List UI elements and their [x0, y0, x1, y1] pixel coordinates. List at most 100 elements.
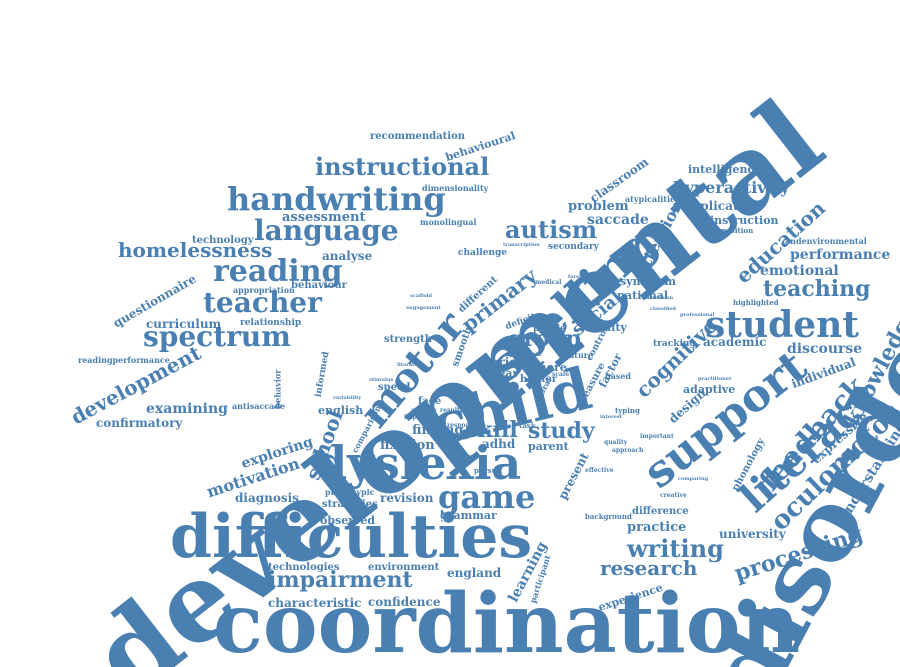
word-variability: variability — [333, 395, 362, 401]
word-interest: interest — [600, 414, 622, 420]
word-speed: speed — [378, 382, 411, 393]
word-parent: parent — [528, 440, 569, 453]
word-result: result — [440, 407, 460, 414]
word-study: study — [528, 418, 595, 444]
word-coordination: coordination — [213, 576, 801, 667]
word-future: future — [565, 350, 594, 360]
word-readingperformance: readingperformance — [78, 355, 170, 365]
word-face: face — [418, 396, 442, 407]
word-task: task — [519, 421, 536, 430]
word-homelessness: homelessness — [118, 238, 273, 262]
word-based: based — [605, 371, 631, 381]
word-emotional: emotional — [760, 263, 839, 279]
word-implication: implication — [683, 199, 760, 213]
word-reading: reading — [213, 254, 343, 289]
word-research: research — [600, 556, 698, 580]
word-important: important — [640, 433, 674, 440]
word-comparing: comparing — [678, 476, 709, 482]
word-typing: typing — [615, 406, 640, 415]
word-strength: strength — [384, 334, 433, 345]
word-adaptive: adaptive — [683, 383, 736, 396]
word-teaching: teaching — [763, 276, 871, 302]
word-peer: peer — [527, 351, 542, 358]
word-classified: classified — [650, 306, 677, 312]
word-atypicalities: atypicalities — [625, 194, 680, 204]
word-transcription: transcription — [503, 242, 540, 248]
word-behavior: behavior — [272, 369, 283, 409]
word-stimulus: stimulus — [369, 377, 394, 383]
word-spectrum: spectrum — [143, 320, 291, 353]
word-monolingual: monolingual — [420, 217, 477, 227]
word-confirmatory: confirmatory — [96, 416, 183, 430]
word-instruction: instruction — [710, 214, 779, 227]
word-ability: ability — [588, 321, 627, 334]
word-andenvironmental: andenvironmental — [785, 236, 867, 246]
word-engagement: engagement — [406, 305, 441, 311]
word-environment: environment — [368, 562, 440, 573]
word-confidence: confidence — [368, 595, 441, 609]
word-composition: composition — [705, 226, 754, 235]
word-writing: writing — [627, 534, 724, 563]
word-relationship: relationship — [240, 318, 302, 328]
word-recommendation: recommendation — [370, 131, 466, 142]
word-autism: autism — [505, 215, 598, 244]
word-group: group — [508, 326, 582, 352]
word-dimensionality: dimensionality — [422, 183, 489, 193]
word-effective: effective — [585, 467, 614, 474]
word-problem: problem — [568, 199, 629, 214]
word-higher: higher — [520, 374, 557, 385]
word-diagnosis: diagnosis — [235, 491, 299, 505]
word-more: more — [535, 361, 567, 374]
word-activities: activities — [411, 407, 437, 413]
word-handwriting: handwriting — [227, 180, 446, 218]
word-informed: informed — [313, 350, 332, 398]
word-revision: revision — [380, 491, 434, 505]
word-difficulties: difficulties — [170, 502, 533, 572]
word-finding: finding — [412, 423, 464, 438]
word-literature: literature — [397, 362, 424, 368]
word-appropriation: appropriation — [233, 285, 295, 295]
word-analyse: analyse — [322, 249, 373, 263]
word-technologies: technologies — [268, 562, 340, 573]
word-saccade: saccade — [587, 212, 649, 228]
word-academic: academic — [703, 335, 767, 349]
word-secondary: secondary — [548, 242, 599, 252]
word-england: england — [447, 566, 502, 580]
word-teacher: teacher — [203, 286, 322, 319]
word-university: university — [719, 527, 786, 541]
word-antisaccade: antisaccade — [232, 401, 286, 411]
word-instructional: instructional — [315, 152, 490, 181]
word-scale: scale — [552, 371, 570, 378]
word-foreign: foreign — [568, 274, 589, 280]
word-observed: observed — [320, 514, 376, 527]
word-national: national — [617, 289, 669, 302]
word-adhd: adhd — [482, 437, 516, 451]
word-strategies: strategies — [322, 499, 378, 510]
word-tracking: tracking — [653, 339, 696, 349]
word-quality: quality — [604, 439, 628, 446]
word-performance: performance — [790, 247, 891, 263]
word-background: background — [585, 512, 632, 521]
word-language: language — [254, 214, 399, 247]
word-fixation: fixation — [380, 438, 435, 453]
word-symptom: symptom — [620, 275, 676, 288]
word-examining: examining — [146, 401, 228, 417]
word-game: game — [438, 478, 536, 516]
word-scaffold: scaffold — [410, 293, 432, 299]
word-profile: profile — [533, 324, 566, 334]
word-phenotypic: phenotypic — [325, 487, 375, 497]
word-approach: approach — [612, 447, 644, 454]
word-student: student — [705, 304, 859, 346]
word-discourse: discourse — [787, 341, 863, 357]
word-curriculum: curriculum — [146, 317, 222, 331]
word-intelligence: intelligence — [688, 163, 762, 176]
word-assessment: assessment — [282, 210, 366, 225]
word-dyslexia: dyslexia — [315, 436, 522, 490]
word-technology: technology — [192, 235, 254, 246]
word-present: present — [555, 450, 592, 502]
word-skill: skill — [465, 417, 518, 443]
word-challenge: challenge — [458, 248, 507, 258]
word-pursuit: pursuit — [474, 466, 503, 475]
word-creative: creative — [660, 492, 687, 499]
